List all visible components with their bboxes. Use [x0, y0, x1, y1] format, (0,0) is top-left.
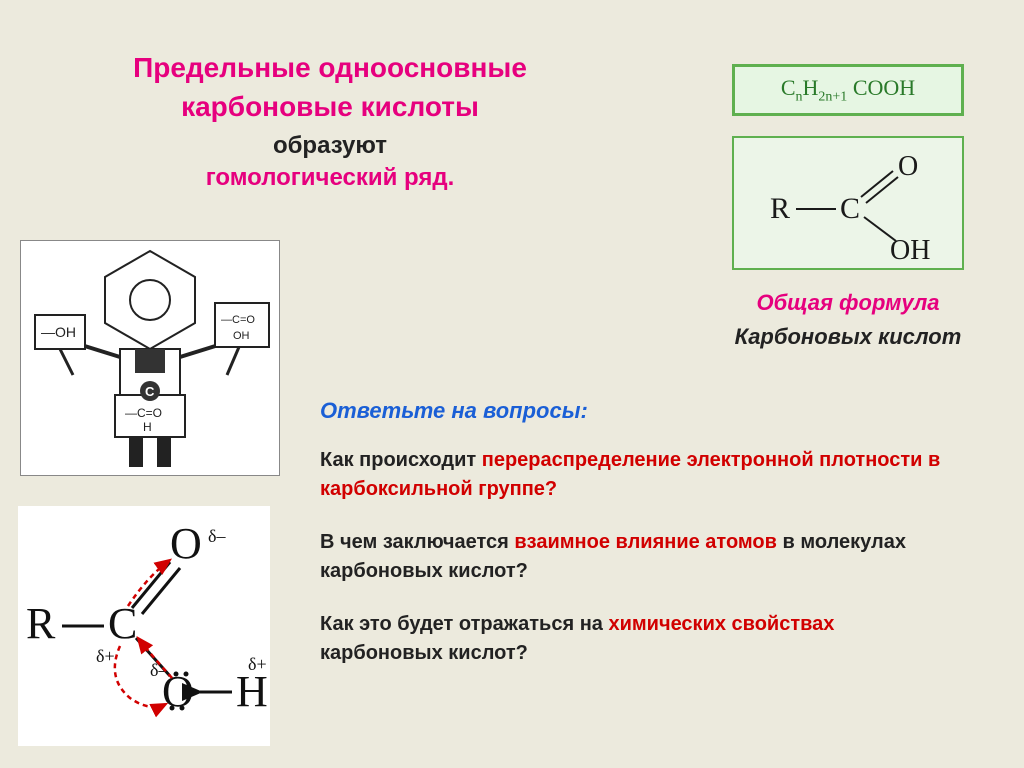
- sign-left-text: —OH: [41, 324, 76, 340]
- svg-OH: OH: [890, 235, 930, 263]
- formula-n: n: [796, 89, 803, 104]
- ed-Otop-dminus: δ–: [208, 526, 226, 546]
- sign-right-text2: OH: [233, 330, 250, 342]
- title-line1: Предельные одноосновные: [65, 48, 595, 87]
- structural-svg: R C O OH: [748, 143, 948, 263]
- q1-part-a: Как происходит: [320, 449, 482, 471]
- formula-2n1: 2n+1: [818, 89, 847, 104]
- svg-R: R: [770, 192, 790, 225]
- sign-right-stick: [227, 347, 239, 375]
- general-formula-structural: R C O OH: [732, 136, 964, 270]
- lp4: [184, 672, 189, 677]
- benzene-head: [105, 251, 195, 349]
- belt-C: C: [145, 384, 155, 399]
- cartoon-svg: —OH —C=O OH —C=O H C: [25, 245, 275, 471]
- lp2: [180, 706, 185, 711]
- leg-right: [157, 437, 171, 467]
- question-2: В чем заключается взаимное влияние атомо…: [320, 528, 960, 586]
- q3-part-c: карбоновых кислот?: [320, 642, 528, 664]
- questions-block: Ответьте на вопросы: Как происходит пере…: [320, 398, 960, 692]
- lp3: [174, 672, 179, 677]
- title-line2: карбоновые кислоты: [65, 87, 595, 126]
- sign-left-stick: [60, 349, 73, 375]
- title-block: Предельные одноосновные карбоновые кисло…: [65, 48, 595, 192]
- formula-H: H: [803, 75, 819, 100]
- q2-part-a: В чем заключается: [320, 531, 514, 553]
- question-1: Как происходит перераспределение электро…: [320, 446, 960, 504]
- gf-line1: Общая формула: [732, 290, 964, 316]
- leg-left: [129, 437, 143, 467]
- general-formula-linear: CnH2n+1 COOH: [732, 64, 964, 116]
- sign-mid-text: —C=O: [125, 406, 162, 420]
- formula-COOH: COOH: [847, 75, 915, 100]
- formula-text: CnH2n+1 COOH: [781, 75, 915, 105]
- formula-C: C: [781, 75, 796, 100]
- ed-R: R: [26, 599, 56, 648]
- title-line3: образуют: [65, 132, 595, 160]
- tie: [135, 349, 165, 373]
- sign-mid-text2: H: [143, 420, 152, 434]
- electron-svg: R C δ+ O δ– O δ– H δ+: [20, 508, 268, 744]
- gf-line2: Карбоновых кислот: [732, 324, 964, 350]
- svg-O-top: O: [898, 151, 918, 182]
- sign-right-text: —C=O: [221, 314, 255, 326]
- q3-part-a: Как это будет отражаться на: [320, 613, 608, 635]
- q3-part-b: химических свойствах: [608, 613, 834, 635]
- general-formula-label: Общая формула Карбоновых кислот: [732, 290, 964, 350]
- lp1: [170, 706, 175, 711]
- electron-density-diagram: R C δ+ O δ– O δ– H δ+: [18, 506, 270, 746]
- q2-part-b: взаимное влияние атомов: [514, 531, 777, 553]
- cartoon-illustration: —OH —C=O OH —C=O H C: [20, 240, 280, 476]
- ed-H-dplus: δ+: [248, 654, 267, 674]
- questions-title: Ответьте на вопросы:: [320, 398, 960, 424]
- ed-H: H: [236, 667, 268, 716]
- question-3: Как это будет отражаться на химических с…: [320, 610, 960, 668]
- title-line4: гомологический ряд.: [65, 164, 595, 192]
- ed-O-top: O: [170, 519, 202, 568]
- ed-C-dplus: δ+: [96, 646, 115, 666]
- svg-C: C: [840, 192, 860, 225]
